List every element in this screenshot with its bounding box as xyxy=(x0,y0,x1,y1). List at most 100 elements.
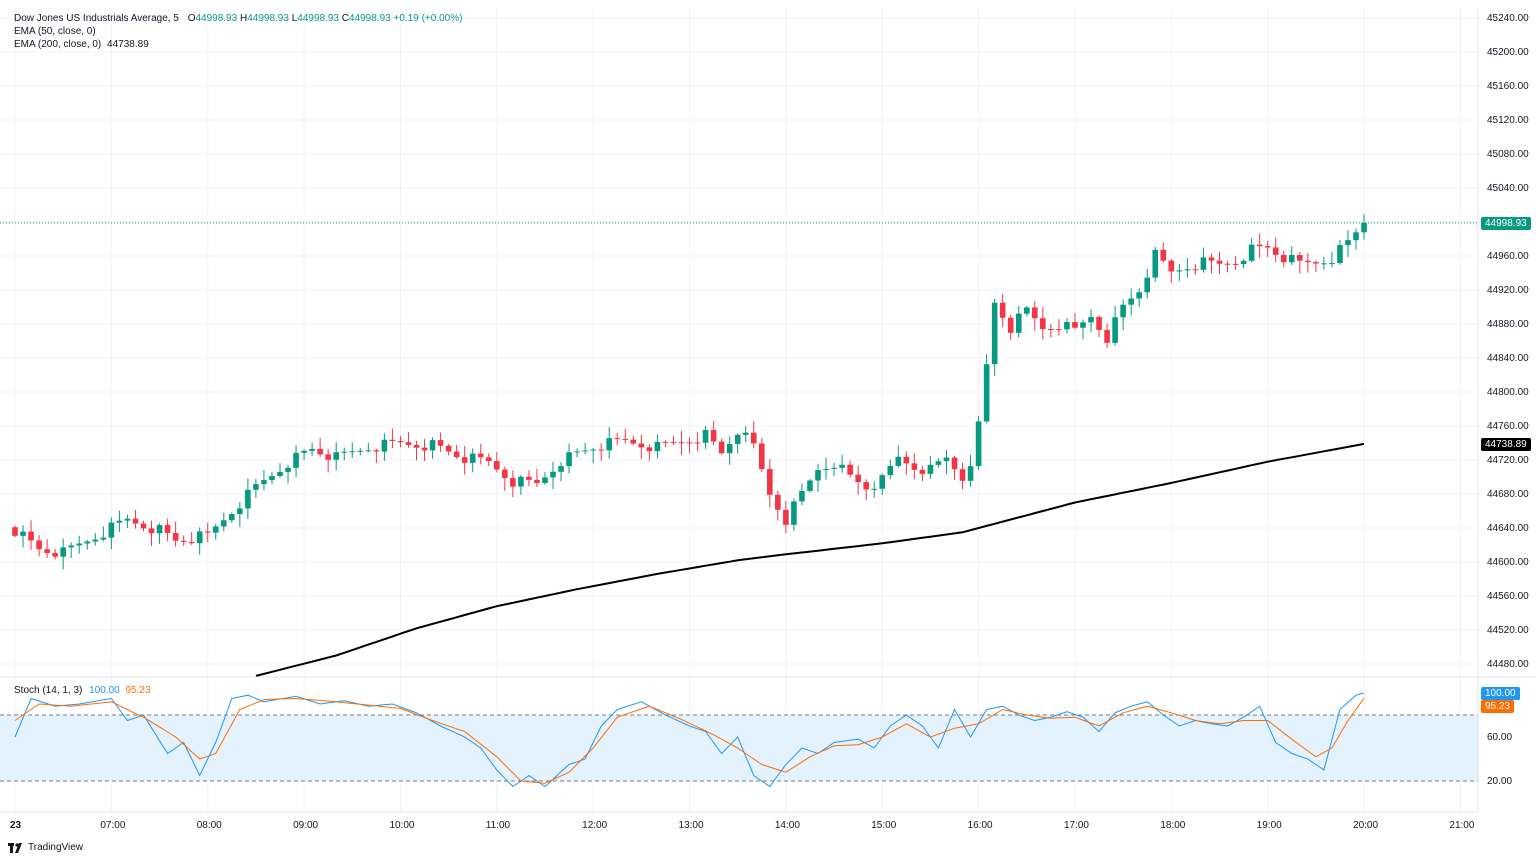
candle-164 xyxy=(1329,251,1335,268)
candle-6 xyxy=(60,538,66,570)
candle-body xyxy=(742,432,749,435)
tradingview-logo[interactable]: TradingView xyxy=(8,842,83,853)
candle-body xyxy=(245,489,251,509)
candle-118 xyxy=(959,462,966,490)
candle-76 xyxy=(622,428,629,444)
candle-body xyxy=(1056,329,1062,331)
time-tick-label: 19:00 xyxy=(1257,820,1282,831)
candle-body xyxy=(614,438,621,440)
candle-72 xyxy=(590,447,596,464)
candle-114 xyxy=(927,456,934,479)
candle-96 xyxy=(783,500,789,534)
candle-100 xyxy=(815,463,821,493)
symbol-title[interactable]: Dow Jones US Industrials Average, 5 xyxy=(14,13,179,24)
candle-71 xyxy=(582,442,588,455)
candle-92 xyxy=(750,421,757,449)
candle-112 xyxy=(911,453,918,480)
candle-body xyxy=(1023,307,1030,314)
candle-35 xyxy=(293,445,299,478)
candle-body xyxy=(662,441,669,443)
price-tick-label: 45240.00 xyxy=(1487,13,1529,24)
candle-33 xyxy=(277,463,283,478)
candle-body xyxy=(132,518,139,524)
candle-14 xyxy=(124,514,131,528)
candle-body xyxy=(1240,260,1247,265)
candle-81 xyxy=(662,440,669,448)
candle-body xyxy=(1007,317,1014,333)
candle-body xyxy=(405,442,412,445)
candle-body xyxy=(951,457,958,470)
candle-body xyxy=(1176,270,1183,272)
candle-135 xyxy=(1096,315,1102,338)
candle-body xyxy=(630,439,637,444)
candle-90 xyxy=(734,433,741,454)
high-value: 44998.93 xyxy=(247,13,289,24)
ema200-legend[interactable]: EMA (200, close, 0) 44738.89 xyxy=(14,39,149,51)
candle-body xyxy=(799,490,805,502)
low-value: 44998.93 xyxy=(297,13,339,24)
time-tick-label: 23 xyxy=(10,820,22,831)
candle-body xyxy=(108,522,115,538)
candle-5 xyxy=(52,548,58,560)
candle-31 xyxy=(261,470,267,491)
time-axis[interactable]: 23 07:00 08:00 09:00 10:00 11:00 12:00 13:00 14:… xyxy=(10,820,1475,831)
time-tick-label: 20:00 xyxy=(1353,820,1378,831)
candle-body xyxy=(590,449,596,451)
price-tick-label: 44760.00 xyxy=(1487,421,1529,432)
stoch-k-line xyxy=(14,692,1365,788)
candle-body xyxy=(550,471,556,478)
candle-131 xyxy=(1064,317,1070,334)
candle-22 xyxy=(188,531,195,545)
candle-10 xyxy=(92,533,99,546)
candle-body xyxy=(156,525,163,534)
candle-body xyxy=(188,541,195,544)
candle-85 xyxy=(694,432,701,452)
candlestick-series xyxy=(12,214,1367,570)
candle-63 xyxy=(518,475,524,495)
price-axis[interactable]: 44480.00 44520.00 44560.00 44600.00 44640.00… xyxy=(1487,13,1529,670)
candle-148 xyxy=(1200,247,1207,273)
candle-body xyxy=(1104,329,1110,343)
candle-body xyxy=(887,465,894,476)
candle-body xyxy=(983,364,990,422)
candle-3 xyxy=(36,535,42,557)
candle-body xyxy=(421,447,428,451)
candle-body xyxy=(429,440,436,451)
candle-127 xyxy=(1032,300,1038,331)
candle-126 xyxy=(1023,305,1030,317)
candle-body xyxy=(461,457,468,463)
candle-body xyxy=(12,527,18,536)
time-tick-label: 14:00 xyxy=(775,820,800,831)
candle-body xyxy=(935,461,942,465)
candle-body xyxy=(1144,277,1151,293)
candle-body xyxy=(277,471,283,476)
candle-body xyxy=(927,464,934,474)
stoch-legend[interactable]: Stoch (14, 1, 3) 100.00 95.23 xyxy=(14,685,151,697)
candle-87 xyxy=(710,421,717,446)
candle-body xyxy=(60,547,66,557)
candle-body xyxy=(341,451,348,453)
candle-body xyxy=(1305,260,1311,263)
price-tick-label: 44920.00 xyxy=(1487,285,1529,296)
candle-body xyxy=(1112,317,1118,343)
candle-body xyxy=(1288,254,1295,263)
candle-36 xyxy=(301,449,307,461)
candle-111 xyxy=(903,451,910,475)
candle-80 xyxy=(654,434,661,459)
candle-body xyxy=(261,480,267,485)
candle-54 xyxy=(445,444,452,456)
candle-47 xyxy=(389,428,396,449)
stoch-axis[interactable]: 20.00 60.00 xyxy=(1487,732,1512,787)
candle-68 xyxy=(558,462,564,482)
candle-body xyxy=(1015,313,1022,333)
candle-104 xyxy=(847,460,853,478)
candle-11 xyxy=(100,526,107,542)
ema50-legend[interactable]: EMA (50, close, 0) xyxy=(14,26,96,38)
time-tick-label: 13:00 xyxy=(679,820,704,831)
candle-body xyxy=(758,443,765,470)
candle-body xyxy=(485,457,492,462)
candle-124 xyxy=(1007,314,1014,341)
candle-152 xyxy=(1232,256,1239,271)
candle-body xyxy=(84,541,91,544)
